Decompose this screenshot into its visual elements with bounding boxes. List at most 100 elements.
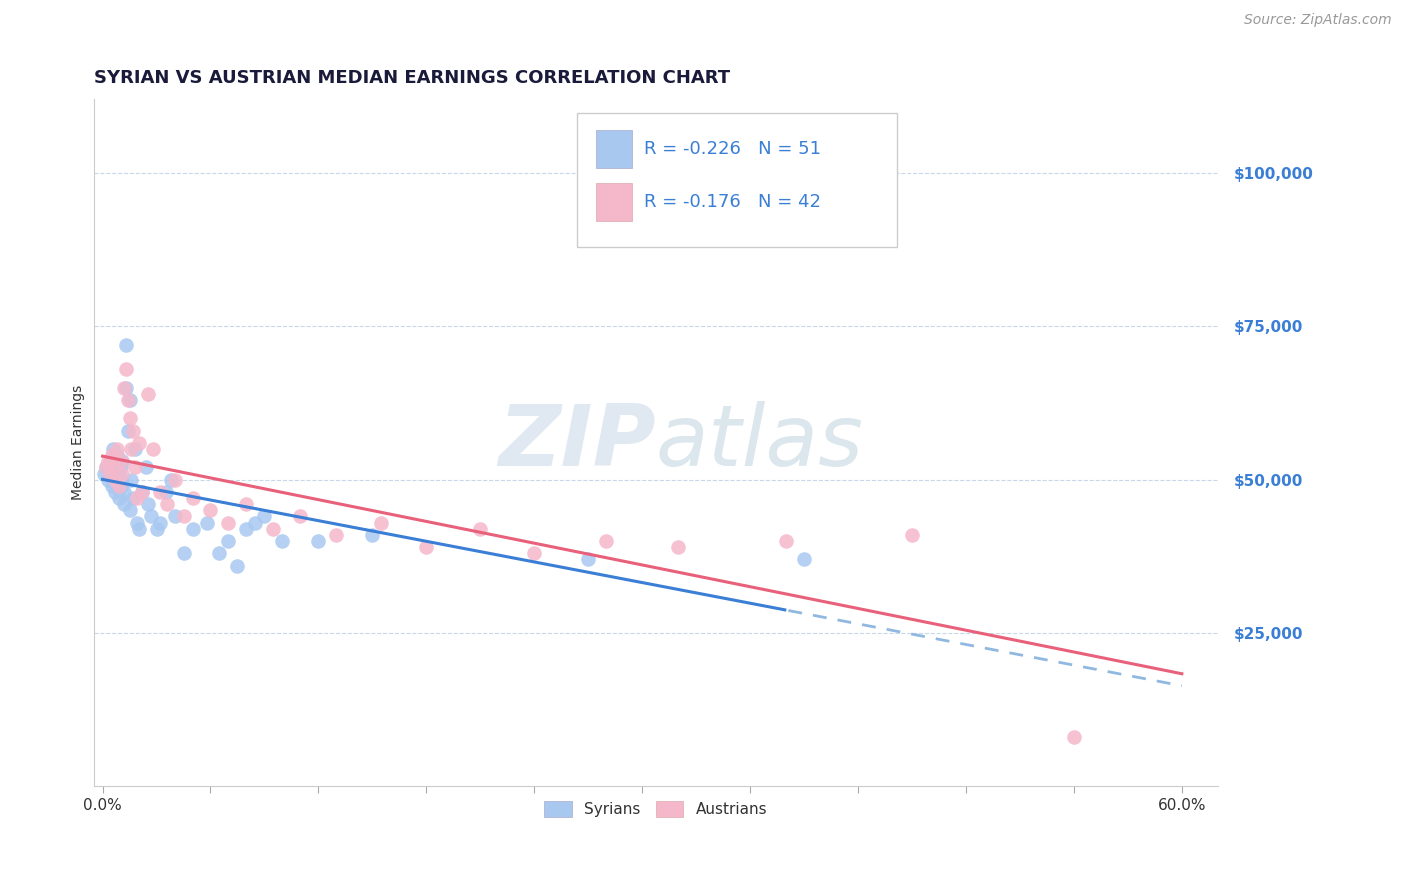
Point	[104, 473, 127, 487]
Point	[181, 491, 204, 505]
Point	[775, 534, 797, 549]
Point	[470, 522, 492, 536]
Point	[122, 491, 145, 505]
Point	[595, 534, 617, 549]
Point	[110, 454, 132, 468]
Point	[104, 484, 127, 499]
Point	[576, 552, 599, 566]
Point	[107, 479, 129, 493]
Point	[110, 479, 132, 493]
Point	[325, 528, 347, 542]
Point	[262, 522, 284, 536]
Point	[103, 460, 125, 475]
FancyBboxPatch shape	[596, 130, 633, 169]
Point	[208, 546, 231, 560]
Point	[370, 516, 392, 530]
Point	[105, 442, 128, 456]
Point	[128, 435, 150, 450]
Point	[97, 454, 120, 468]
Point	[107, 491, 129, 505]
Point	[1063, 731, 1085, 745]
Point	[128, 522, 150, 536]
Text: R = -0.176   N = 42: R = -0.176 N = 42	[644, 194, 821, 211]
FancyBboxPatch shape	[576, 113, 897, 247]
Point	[115, 337, 138, 351]
Point	[96, 460, 118, 475]
Text: Source: ZipAtlas.com: Source: ZipAtlas.com	[1244, 13, 1392, 28]
Point	[160, 473, 183, 487]
Legend: Syrians, Austrians: Syrians, Austrians	[538, 795, 773, 823]
Text: atlas: atlas	[655, 401, 863, 484]
Point	[523, 546, 546, 560]
Point	[110, 460, 132, 475]
Point	[415, 540, 437, 554]
Point	[245, 516, 267, 530]
Point	[100, 479, 122, 493]
Point	[200, 503, 222, 517]
Point	[103, 442, 125, 456]
Point	[117, 392, 139, 407]
Point	[136, 386, 159, 401]
Point	[103, 460, 125, 475]
Point	[136, 497, 159, 511]
Point	[149, 484, 172, 499]
Point	[253, 509, 276, 524]
Point	[173, 546, 195, 560]
Point	[120, 442, 142, 456]
Point	[271, 534, 294, 549]
Point	[793, 552, 815, 566]
Point	[173, 509, 195, 524]
Point	[111, 454, 134, 468]
Point	[125, 491, 148, 505]
Point	[139, 509, 162, 524]
Point	[361, 528, 384, 542]
Text: SYRIAN VS AUSTRIAN MEDIAN EARNINGS CORRELATION CHART: SYRIAN VS AUSTRIAN MEDIAN EARNINGS CORRE…	[94, 69, 730, 87]
Point	[115, 362, 138, 376]
Point	[235, 522, 257, 536]
Point	[666, 540, 689, 554]
Point	[111, 473, 134, 487]
Text: ZIP: ZIP	[498, 401, 655, 484]
Point	[120, 473, 142, 487]
Point	[181, 522, 204, 536]
Point	[122, 424, 145, 438]
Point	[218, 534, 240, 549]
Point	[112, 497, 135, 511]
Point	[142, 442, 165, 456]
Point	[226, 558, 249, 573]
Point	[149, 516, 172, 530]
Point	[901, 528, 924, 542]
Point	[93, 467, 115, 481]
Point	[155, 484, 177, 499]
Point	[100, 448, 122, 462]
Point	[105, 448, 128, 462]
Point	[117, 424, 139, 438]
Point	[124, 460, 146, 475]
Point	[131, 484, 153, 499]
Point	[145, 522, 167, 536]
Point	[163, 509, 186, 524]
Point	[163, 473, 186, 487]
Point	[131, 484, 153, 499]
Point	[118, 503, 141, 517]
Point	[156, 497, 179, 511]
Point	[97, 473, 120, 487]
Point	[98, 454, 121, 468]
Point	[195, 516, 218, 530]
Point	[118, 392, 141, 407]
Point	[96, 460, 118, 475]
Point	[115, 381, 138, 395]
Y-axis label: Median Earnings: Median Earnings	[72, 385, 86, 500]
Text: R = -0.226   N = 51: R = -0.226 N = 51	[644, 140, 821, 159]
Point	[112, 484, 135, 499]
Point	[112, 381, 135, 395]
Point	[307, 534, 329, 549]
Point	[290, 509, 312, 524]
Point	[124, 442, 146, 456]
Point	[235, 497, 257, 511]
Point	[125, 516, 148, 530]
Point	[107, 467, 129, 481]
Point	[118, 411, 141, 425]
Point	[218, 516, 240, 530]
FancyBboxPatch shape	[596, 184, 633, 221]
